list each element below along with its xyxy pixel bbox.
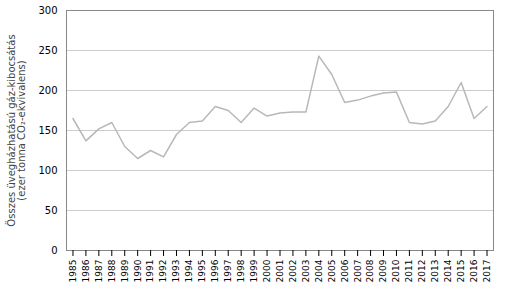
svg-text:2005: 2005 (327, 260, 337, 283)
svg-text:50: 50 (45, 205, 58, 216)
svg-text:2002: 2002 (288, 260, 298, 283)
svg-text:150: 150 (38, 125, 57, 136)
svg-text:1998: 1998 (236, 259, 246, 282)
svg-text:1997: 1997 (223, 260, 233, 283)
svg-text:Összes üvegházhatású gáz-kiboc: Összes üvegházhatású gáz-kibocsátás(ezer… (5, 34, 27, 226)
svg-text:2000: 2000 (262, 259, 272, 282)
svg-text:0: 0 (51, 245, 57, 256)
svg-text:2001: 2001 (275, 260, 285, 283)
svg-text:2007: 2007 (353, 260, 363, 283)
svg-text:1987: 1987 (94, 260, 104, 283)
svg-text:1999: 1999 (249, 259, 259, 282)
svg-text:200: 200 (38, 85, 57, 96)
svg-text:1991: 1991 (145, 260, 155, 283)
svg-text:2003: 2003 (301, 260, 311, 283)
svg-text:2013: 2013 (430, 260, 440, 283)
svg-text:2009: 2009 (378, 259, 388, 282)
svg-text:2011: 2011 (404, 260, 414, 283)
svg-text:1992: 1992 (158, 260, 168, 283)
svg-text:1985: 1985 (68, 260, 78, 283)
svg-text:2008: 2008 (365, 259, 375, 282)
svg-text:2006: 2006 (340, 259, 350, 282)
svg-text:1986: 1986 (81, 259, 91, 282)
svg-text:2014: 2014 (443, 259, 453, 282)
svg-text:1990: 1990 (133, 259, 143, 282)
svg-text:1994: 1994 (184, 259, 194, 282)
svg-text:1996: 1996 (210, 259, 220, 282)
svg-text:100: 100 (38, 165, 57, 176)
svg-text:2010: 2010 (391, 259, 401, 282)
svg-text:1989: 1989 (120, 259, 130, 282)
svg-text:2004: 2004 (314, 259, 324, 282)
svg-text:1993: 1993 (171, 260, 181, 283)
svg-text:1988: 1988 (107, 259, 117, 282)
svg-text:1995: 1995 (197, 260, 207, 283)
svg-text:2017: 2017 (482, 260, 492, 283)
svg-text:2012: 2012 (417, 260, 427, 283)
svg-text:2015: 2015 (456, 260, 466, 283)
svg-text:2016: 2016 (469, 259, 479, 282)
svg-text:250: 250 (38, 45, 57, 56)
svg-text:300: 300 (38, 5, 57, 16)
